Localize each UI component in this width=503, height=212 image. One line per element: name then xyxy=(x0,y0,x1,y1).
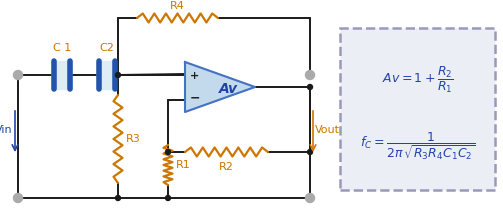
Text: $f_C = \dfrac{1}{2\pi\,\sqrt{R_3R_4C_1C_2}}$: $f_C = \dfrac{1}{2\pi\,\sqrt{R_3R_4C_1C_… xyxy=(360,130,475,162)
Circle shape xyxy=(14,71,23,80)
Text: $Av = 1 + \dfrac{R_2}{R_1}$: $Av = 1 + \dfrac{R_2}{R_1}$ xyxy=(382,65,453,95)
Circle shape xyxy=(307,149,312,155)
Polygon shape xyxy=(185,62,255,112)
Bar xyxy=(52,61,72,89)
Circle shape xyxy=(305,71,314,80)
Text: +: + xyxy=(190,71,200,81)
Text: −: − xyxy=(190,92,200,105)
Text: C2: C2 xyxy=(100,43,115,53)
Text: Vout: Vout xyxy=(315,125,340,135)
Text: R1: R1 xyxy=(176,160,191,170)
FancyBboxPatch shape xyxy=(340,28,495,190)
Circle shape xyxy=(165,149,171,155)
Text: R3: R3 xyxy=(126,134,141,144)
Circle shape xyxy=(305,194,314,202)
Circle shape xyxy=(307,85,312,89)
Circle shape xyxy=(116,73,121,78)
Text: C 1: C 1 xyxy=(53,43,71,53)
Circle shape xyxy=(14,194,23,202)
Bar xyxy=(97,61,117,89)
Circle shape xyxy=(165,195,171,201)
Text: R2: R2 xyxy=(219,162,234,172)
Text: R4: R4 xyxy=(170,1,185,11)
Text: Vin: Vin xyxy=(0,125,13,135)
Circle shape xyxy=(116,195,121,201)
Text: Av: Av xyxy=(219,82,238,96)
